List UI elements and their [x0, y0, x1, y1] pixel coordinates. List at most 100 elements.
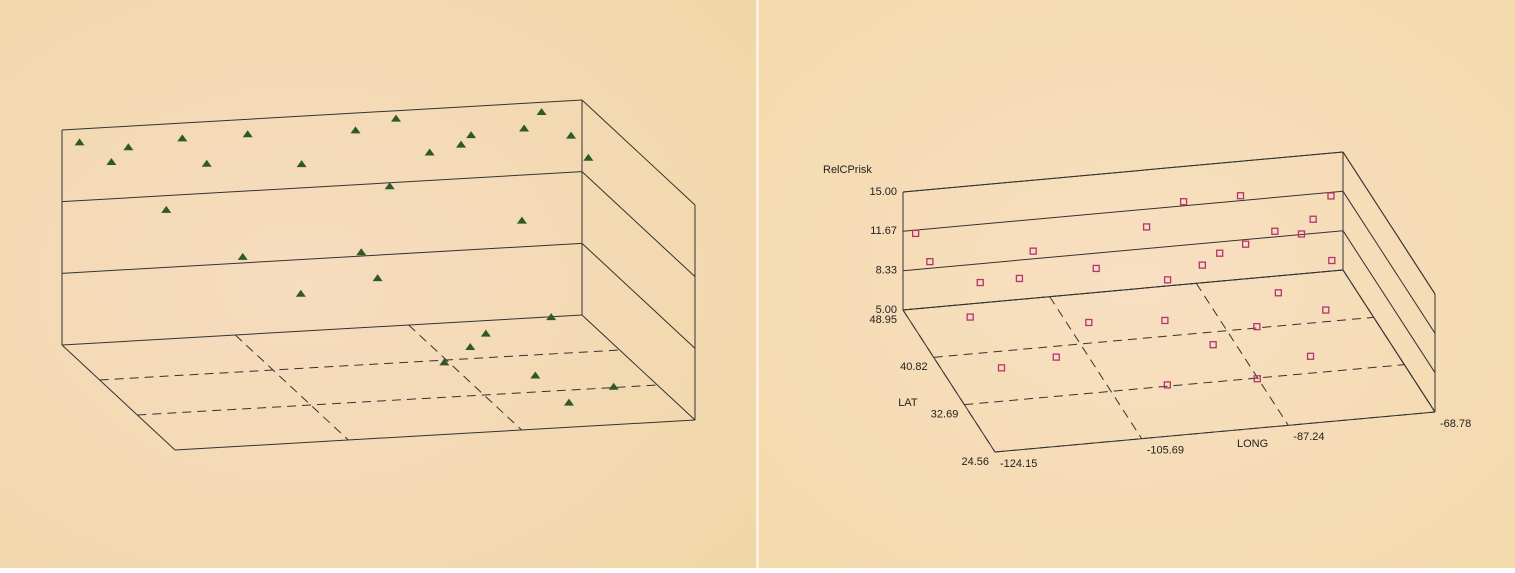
box-edge: [61, 99, 583, 131]
point: [911, 229, 920, 238]
grid-line: [1342, 151, 1436, 295]
point: [466, 131, 477, 139]
grid-line: [1049, 296, 1143, 439]
point: [161, 205, 172, 213]
left-page: [0, 0, 756, 568]
grid-line: [1342, 269, 1436, 413]
point: [456, 140, 467, 148]
z-tick-label: 5.00: [876, 304, 897, 316]
point: [1253, 375, 1261, 383]
point: [1309, 215, 1317, 223]
point: [566, 131, 577, 139]
grid-line: [902, 269, 1344, 311]
floor-line: [408, 324, 523, 431]
point: [1322, 306, 1330, 314]
y-tick-label: 24.56: [961, 456, 989, 468]
grid-line: [902, 309, 996, 453]
point: [608, 382, 619, 390]
point: [1198, 261, 1206, 269]
box-edge: [174, 419, 696, 451]
box-edge: [61, 344, 176, 451]
point: [1092, 264, 1100, 273]
point: [530, 371, 541, 379]
point: [372, 274, 383, 282]
point: [384, 182, 395, 190]
point: [1209, 341, 1217, 349]
grid-line: [902, 190, 1344, 232]
point: [350, 126, 361, 134]
z-tick-label: 11.67: [870, 225, 897, 237]
point: [966, 313, 974, 321]
point: [74, 138, 85, 146]
point: [546, 313, 557, 321]
point: [997, 364, 1006, 372]
point: [465, 342, 476, 350]
x-tick-label: -124.15: [1000, 458, 1037, 470]
point: [480, 329, 491, 337]
z-axis-label: RelCPrisk: [823, 164, 872, 176]
divider: [756, 0, 759, 568]
point: [926, 257, 934, 266]
x-tick-label: -105.69: [1147, 445, 1184, 457]
z-tick-label: 8.33: [876, 265, 897, 277]
y-axis-label: LAT: [898, 397, 918, 409]
point: [1306, 352, 1315, 360]
point: [391, 114, 402, 122]
box-edge: [581, 99, 696, 206]
point: [1253, 322, 1261, 331]
grid-line: [1342, 191, 1436, 334]
floor-line: [137, 384, 658, 416]
point: [563, 398, 574, 406]
point: [1297, 230, 1306, 238]
grid-line: [1342, 230, 1436, 373]
wall-line: [581, 171, 696, 278]
grid-line: [933, 316, 1374, 358]
point: [1029, 247, 1037, 255]
z-tick-label: 15.00: [869, 186, 897, 198]
grid-line: [902, 230, 1344, 272]
point: [1161, 316, 1169, 325]
point: [242, 130, 253, 138]
point: [1236, 192, 1245, 200]
floor-line: [99, 349, 620, 381]
point: [1179, 198, 1188, 206]
grid-line: [964, 364, 1405, 406]
point: [583, 153, 594, 161]
floor-line: [234, 334, 349, 441]
grid-line: [994, 411, 1436, 453]
x-tick-label: -68.78: [1440, 418, 1471, 430]
point: [1274, 289, 1282, 297]
point: [1241, 240, 1250, 248]
y-tick-label: 48.95: [869, 314, 897, 326]
point: [177, 134, 188, 142]
point: [519, 124, 530, 132]
x-axis-label: LONG: [1237, 438, 1268, 450]
grid-line: [902, 151, 1344, 193]
point: [1163, 276, 1172, 284]
wall-line: [61, 242, 583, 274]
right-page: [759, 0, 1515, 568]
wall-line: [61, 171, 583, 203]
point: [237, 252, 248, 260]
point: [201, 159, 212, 167]
point: [976, 278, 984, 287]
point: [106, 158, 117, 166]
point: [295, 289, 306, 297]
point: [1327, 192, 1335, 200]
box-edge: [61, 314, 583, 346]
point: [1216, 249, 1224, 257]
point: [1142, 223, 1151, 231]
point: [296, 160, 307, 168]
point: [1085, 318, 1093, 327]
point: [516, 216, 527, 224]
point: [424, 148, 435, 156]
x-tick-label: -87.24: [1293, 431, 1324, 443]
point: [439, 358, 450, 366]
point: [1015, 274, 1024, 283]
wall-line: [581, 242, 696, 349]
y-tick-label: 40.82: [900, 361, 928, 373]
point: [536, 108, 547, 116]
point: [356, 248, 367, 256]
point: [1052, 353, 1060, 361]
box-edge: [581, 314, 696, 421]
